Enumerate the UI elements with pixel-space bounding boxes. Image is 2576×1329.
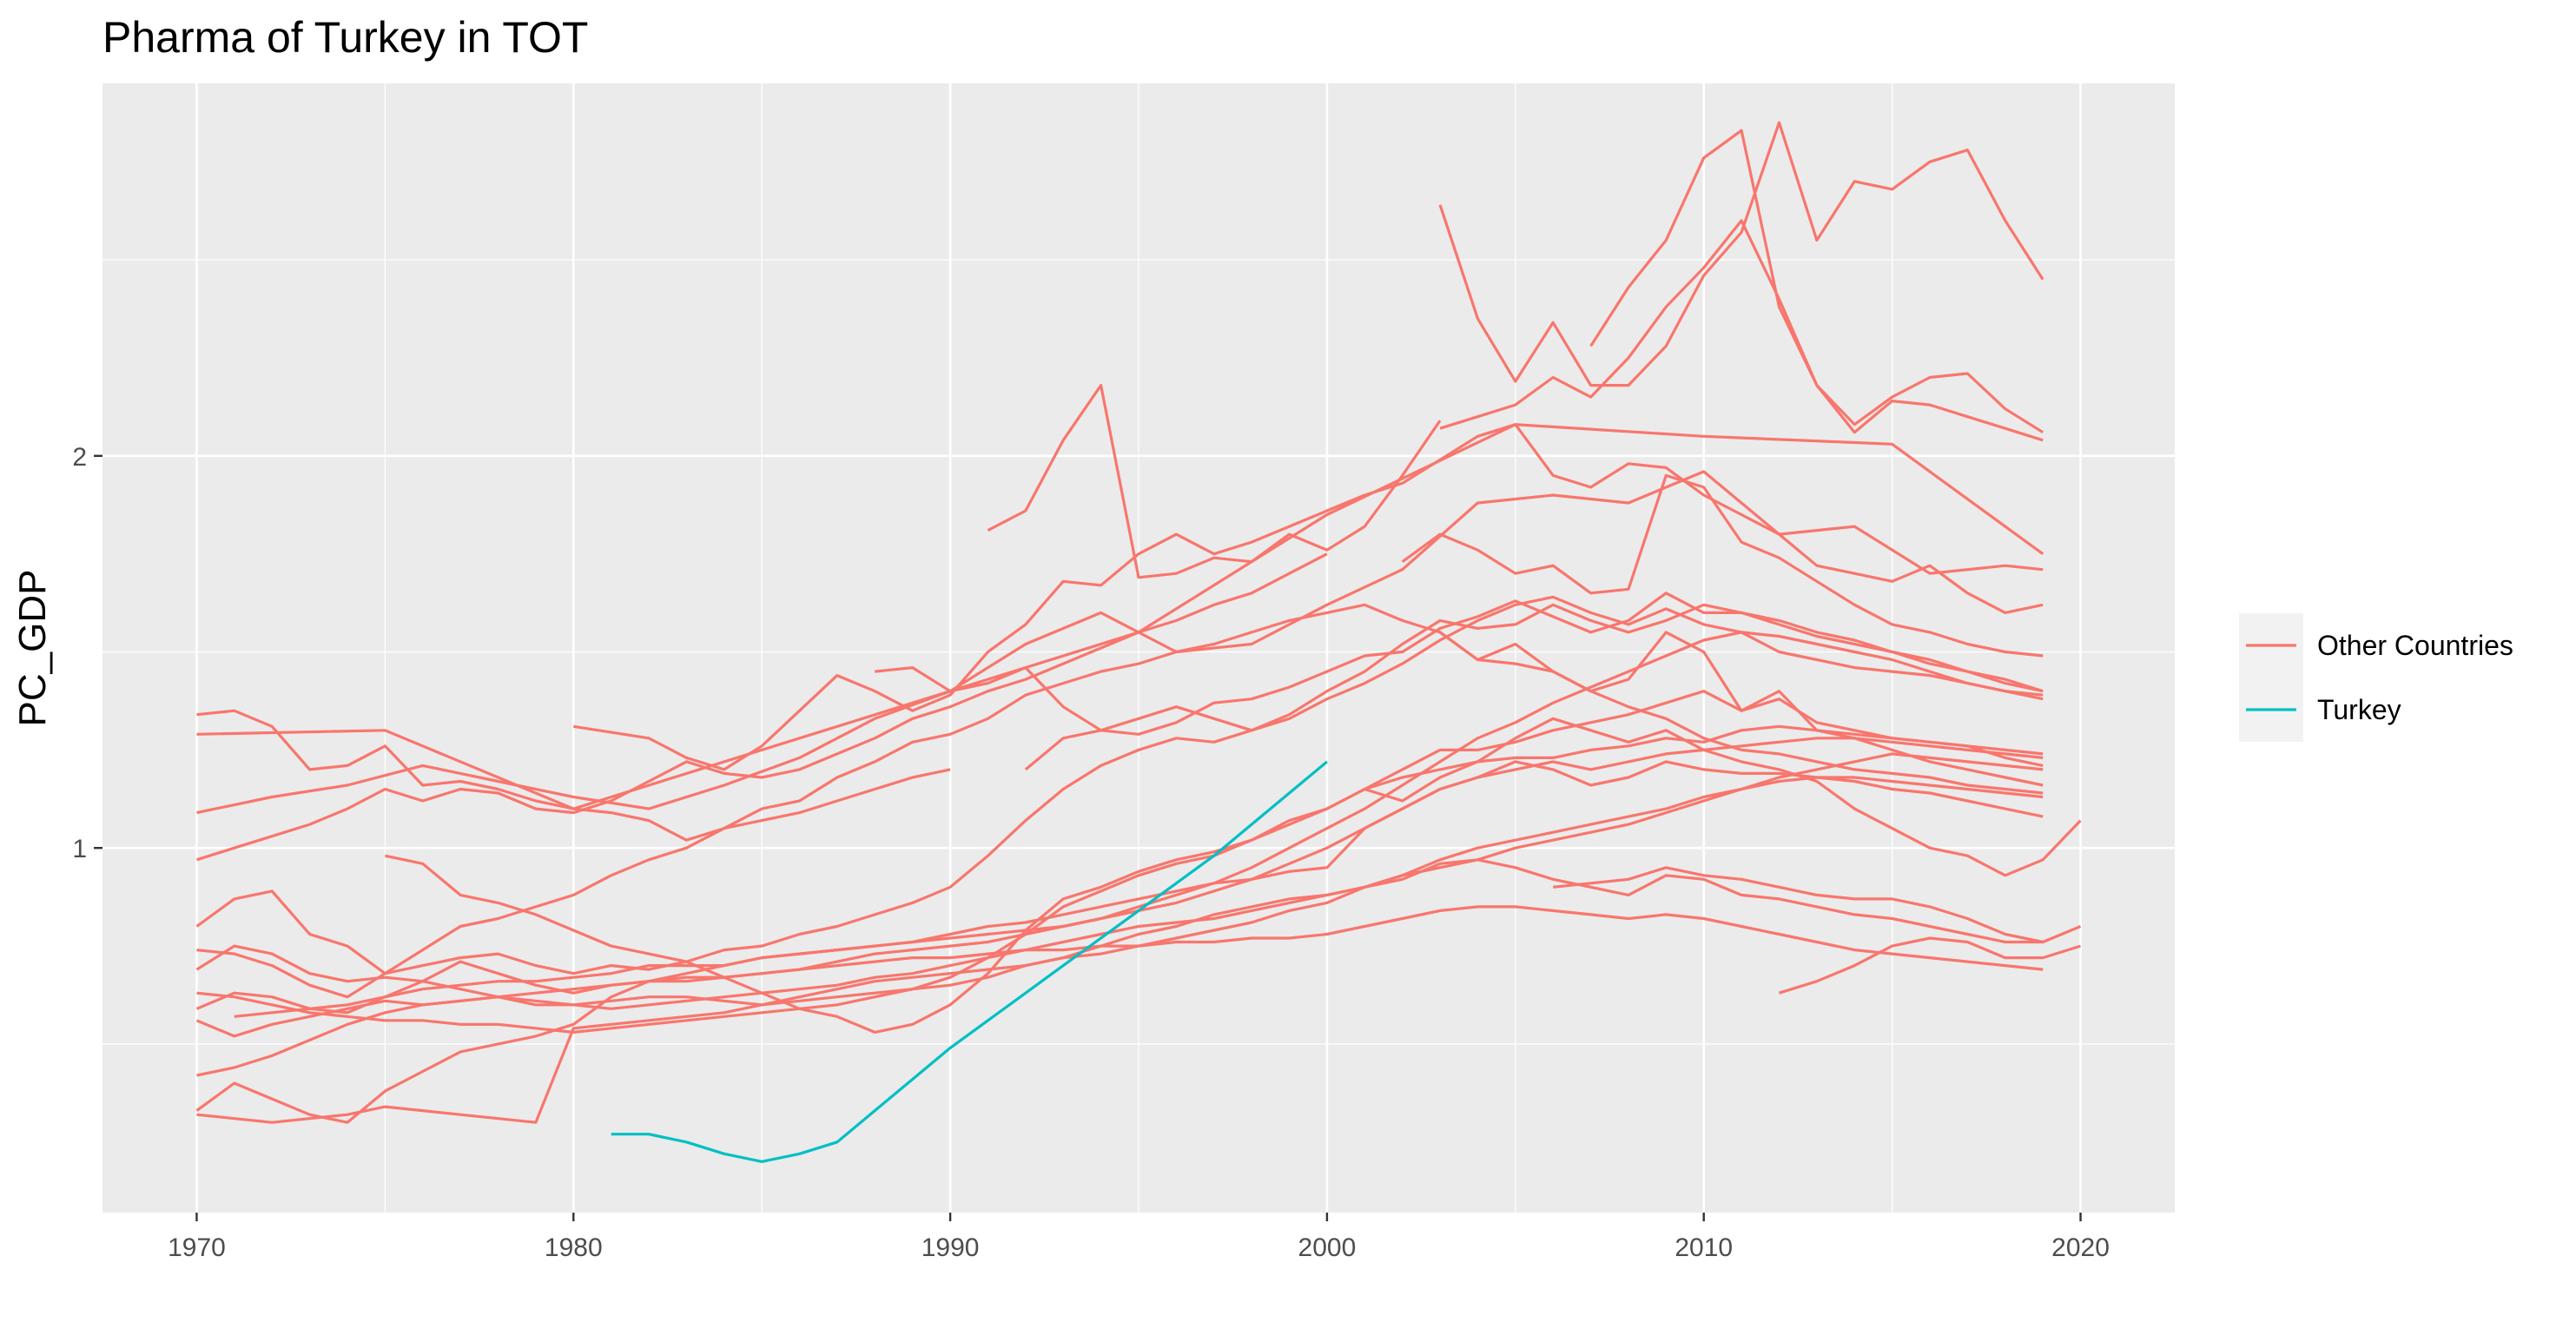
x-tick-label: 2020: [2051, 1233, 2110, 1262]
y-tick-label: 2: [72, 443, 87, 472]
series-line-other-0: [987, 384, 1442, 579]
series-line-other-16: [195, 752, 2044, 1010]
x-tick-label: 1970: [168, 1233, 226, 1262]
series-line-other-25: [1553, 866, 2082, 944]
y-axis: 12: [72, 443, 102, 863]
y-tick-label: 1: [72, 835, 87, 863]
series-line-other-24: [1364, 717, 2082, 877]
series-line-turkey: [611, 760, 1328, 1163]
legend-label: Turkey: [2317, 694, 2401, 725]
series-line-other-8: [573, 423, 2044, 771]
legend: Other Countries Turkey: [2239, 613, 2513, 742]
grid-major: [102, 83, 2175, 1213]
legend-label: Other Countries: [2317, 630, 2513, 661]
series-line-other-22: [1401, 473, 2044, 658]
x-tick-label: 2000: [1298, 1233, 1357, 1262]
series-line-other-11: [385, 595, 2044, 963]
x-tick-label: 2010: [1674, 1233, 1733, 1262]
series-line-other-21: [1024, 603, 2044, 771]
y-axis-title: PC_GDP: [11, 570, 54, 727]
series-line-other-26: [1779, 936, 2081, 995]
series-layer: [195, 121, 2082, 1163]
series-line-other-18: [195, 631, 2044, 1015]
series-line-other-3: [1439, 219, 2044, 434]
series-line-other-12: [196, 724, 2044, 1034]
series-line-other-17: [195, 737, 2044, 1124]
series-line-other-1: [1438, 121, 2044, 387]
grid-minor: [102, 83, 2175, 1213]
series-line-other-9: [195, 690, 2044, 1034]
series-line-other-15: [196, 858, 2044, 1124]
series-line-other-20: [875, 592, 2044, 736]
x-tick-label: 1990: [921, 1233, 980, 1262]
x-tick-label: 1980: [545, 1233, 603, 1262]
chart-title: Pharma of Turkey in TOT: [102, 13, 588, 62]
x-axis: 1970 1980 1990 2000 2010 2020: [168, 1213, 2110, 1262]
series-line-other-23: [1439, 631, 2044, 787]
series-line-other-7: [196, 552, 1328, 862]
